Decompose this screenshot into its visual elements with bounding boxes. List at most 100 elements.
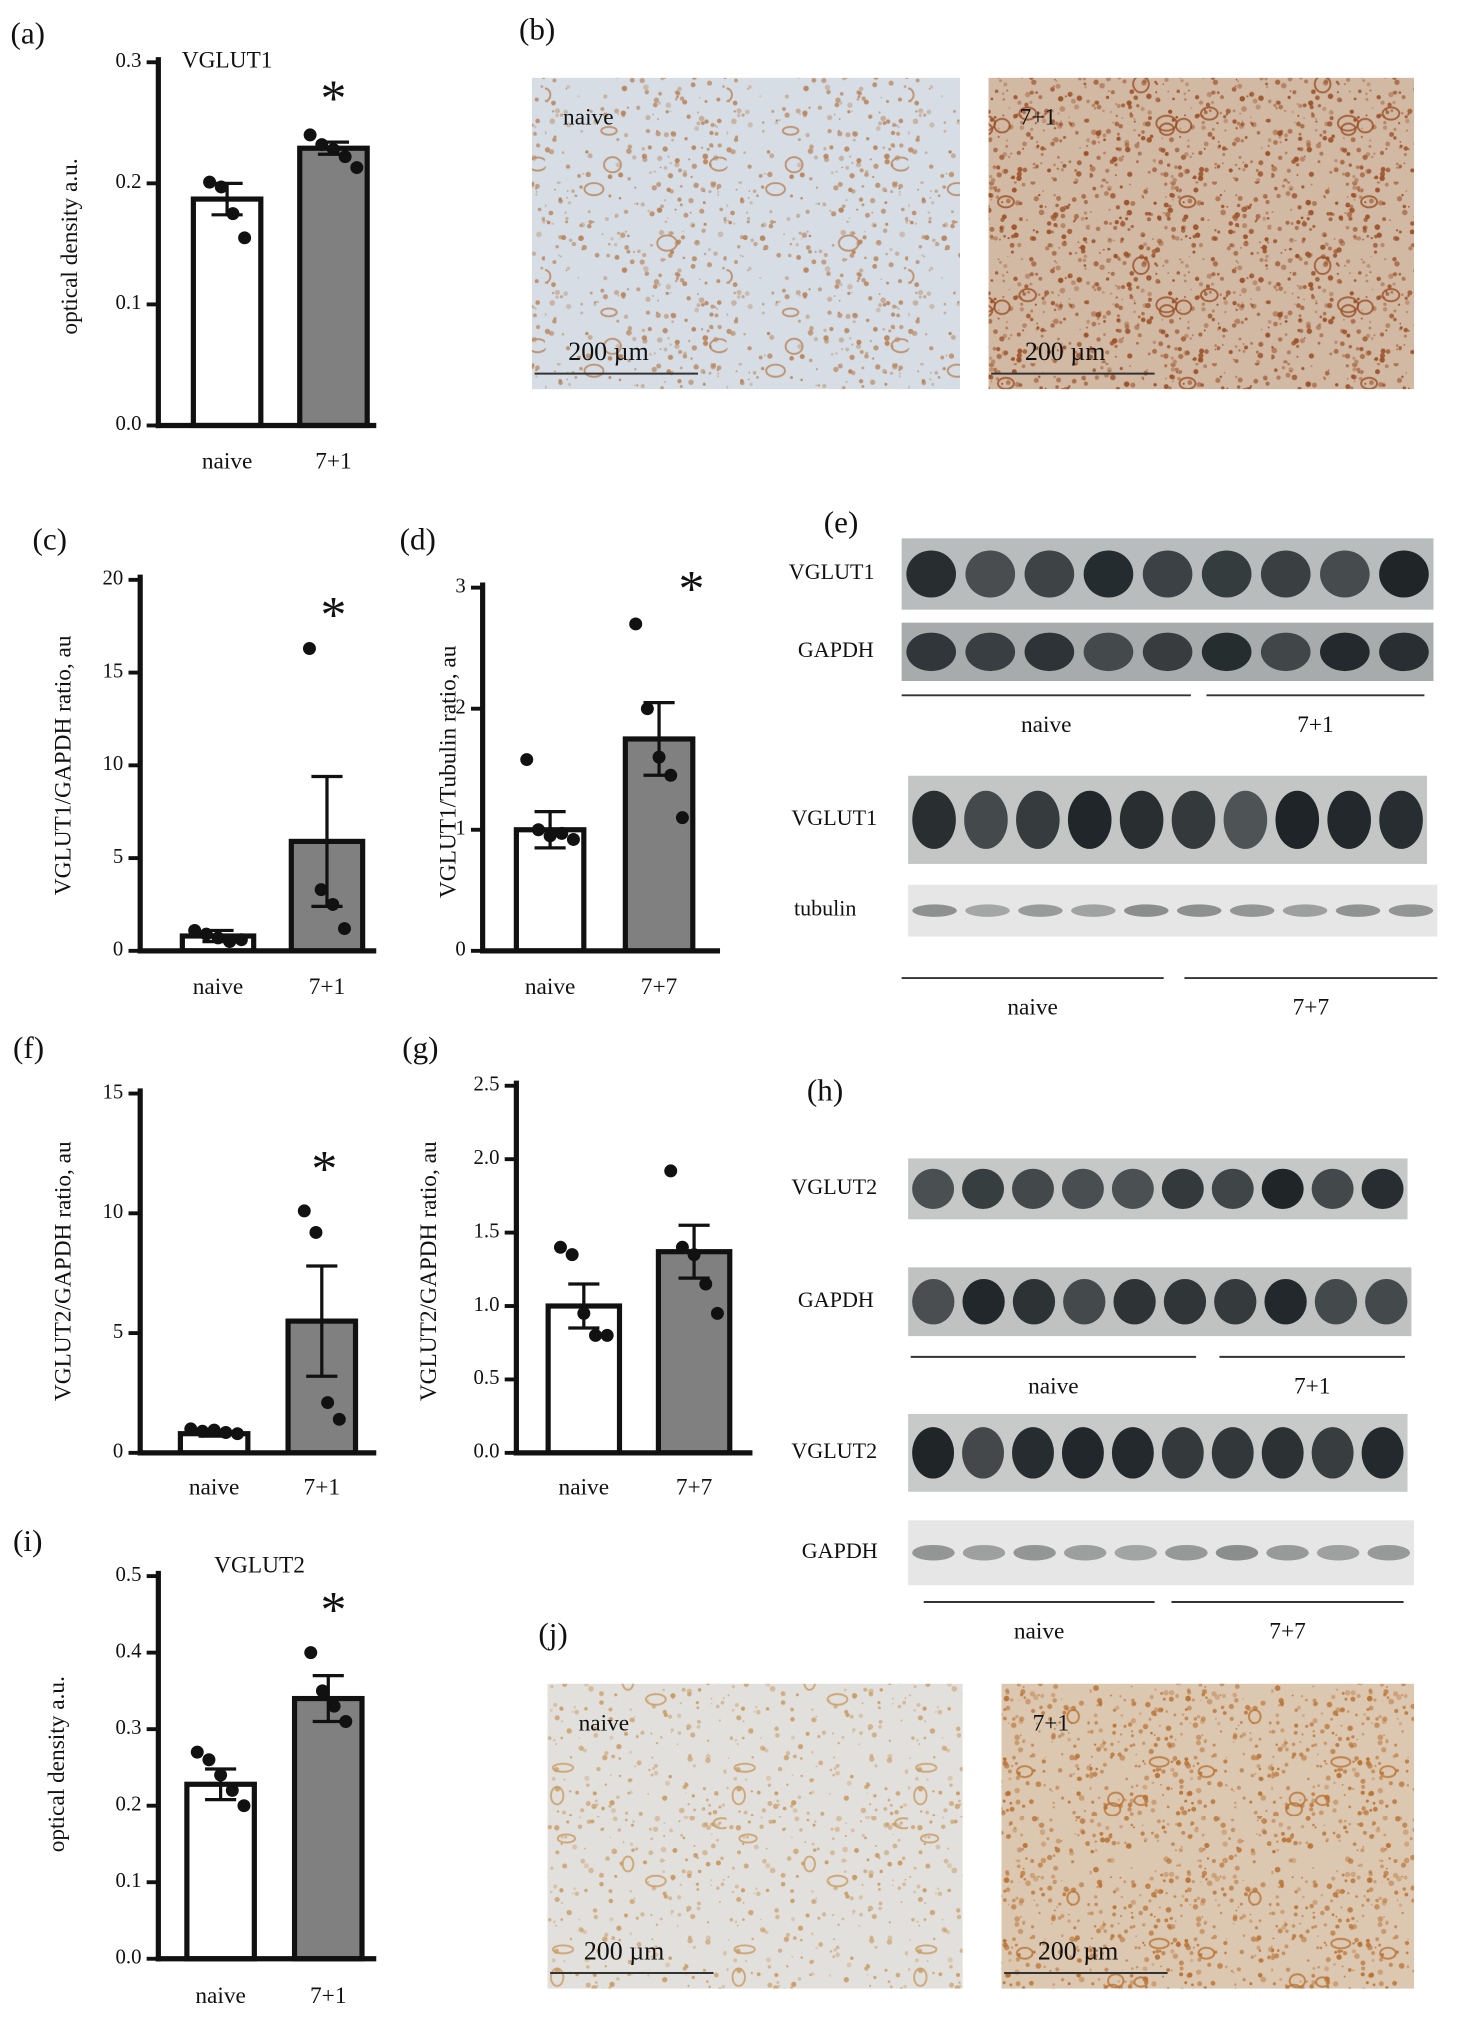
blot-band	[1061, 1168, 1104, 1209]
y-tick-label: 0.2	[116, 1793, 142, 1815]
blot-band	[1311, 1168, 1354, 1209]
data-point	[543, 829, 557, 843]
data-point	[226, 207, 240, 221]
y-tick-label: 0	[113, 939, 123, 961]
blot-row-label: VGLUT1	[791, 805, 877, 830]
data-point	[234, 933, 248, 947]
y-axis-label: VGLUT2/GAPDH ratio, au	[50, 1141, 76, 1401]
data-point	[577, 1306, 591, 1320]
blot-band	[1113, 1279, 1156, 1325]
data-point	[664, 768, 678, 782]
data-point	[303, 128, 317, 142]
blot-band	[1211, 1168, 1254, 1209]
data-point	[190, 1745, 204, 1759]
data-point	[339, 1715, 353, 1728]
x-tick-label: 7+1	[304, 1475, 340, 1501]
data-point	[315, 1684, 329, 1698]
y-tick-label: 1.0	[474, 1294, 500, 1316]
blot-band	[1165, 1544, 1208, 1561]
blot-row-label: GAPDH	[798, 637, 874, 662]
blot-band	[912, 1427, 955, 1479]
data-point	[350, 161, 364, 175]
image-label: 7+1	[1033, 1711, 1069, 1737]
significance-star: *	[320, 71, 346, 128]
scale-bar-label: 200 µm	[1025, 337, 1106, 366]
blot-row-label: tubulin	[794, 896, 856, 921]
blot-band	[1018, 904, 1063, 917]
data-point	[304, 1646, 318, 1660]
y-axis-label: VGLUT2/GAPDH ratio, au	[416, 1141, 442, 1401]
data-point	[214, 1768, 228, 1782]
blot-row-label: GAPDH	[798, 1287, 874, 1312]
blot-band	[1388, 904, 1434, 917]
blot-band	[1067, 790, 1112, 849]
data-point	[652, 750, 666, 764]
blot-band	[1012, 1427, 1054, 1479]
panel-label: (g)	[402, 1030, 438, 1065]
data-point	[297, 1204, 311, 1218]
x-tick-label: 7+7	[641, 974, 677, 1000]
y-tick-label: 0.0	[116, 1947, 142, 1969]
panel-label: (d)	[400, 521, 436, 556]
data-point	[629, 617, 643, 631]
y-axis-label: VGLUT1/GAPDH ratio, au	[50, 635, 76, 895]
blot-band	[1119, 790, 1164, 849]
bar	[655, 1249, 733, 1456]
blot-row-label: GAPDH	[802, 1538, 878, 1563]
data-point	[687, 1248, 701, 1262]
panel-label: (e)	[824, 505, 859, 540]
data-point	[566, 832, 580, 846]
data-point	[223, 935, 237, 949]
panel-label: (j)	[538, 1616, 567, 1651]
blot-group-label: 7+7	[1293, 995, 1329, 1021]
blot-band	[1161, 1427, 1204, 1479]
data-point	[199, 927, 213, 941]
data-point	[338, 922, 351, 936]
data-point	[214, 180, 228, 194]
blot-band	[962, 1544, 1006, 1561]
chart-title: VGLUT2	[214, 1552, 305, 1578]
x-tick-label: 7+1	[315, 448, 351, 474]
blot-band	[1365, 1279, 1408, 1325]
blot-band	[906, 550, 957, 598]
blot-band	[1211, 1427, 1254, 1479]
bar	[291, 1695, 365, 1962]
y-tick-label: 0.3	[116, 1717, 142, 1739]
image-label: 7+1	[1020, 105, 1056, 131]
y-tick-label: 0.5	[474, 1367, 500, 1389]
significance-star: *	[320, 587, 346, 644]
blot-band	[1063, 1544, 1107, 1561]
blot-band	[912, 1279, 955, 1325]
blot-band	[1176, 904, 1222, 917]
panel-label: (c)	[33, 521, 68, 556]
blot-band	[1071, 904, 1116, 917]
y-tick-label: 2.5	[474, 1074, 500, 1096]
data-point	[675, 1240, 689, 1254]
data-point	[188, 923, 202, 937]
blot-band	[1275, 790, 1320, 849]
bar	[513, 827, 587, 954]
blot-group-label: 7+1	[1294, 1373, 1330, 1399]
scale-bar-label: 200 µm	[568, 337, 649, 366]
data-point	[219, 1426, 233, 1439]
y-tick-label: 2.0	[474, 1147, 500, 1169]
blot-band	[1083, 632, 1134, 672]
blot-band	[1163, 1279, 1207, 1325]
data-point	[589, 1328, 602, 1342]
data-point	[520, 753, 534, 767]
blot-group-label: naive	[1028, 1373, 1079, 1399]
y-tick-label: 1	[455, 818, 465, 840]
blot-band	[1161, 1168, 1204, 1209]
data-point	[225, 1783, 239, 1797]
data-point	[531, 823, 545, 837]
blot-group-label: 7+7	[1269, 1619, 1305, 1645]
blot-band	[1142, 632, 1193, 672]
micrograph	[1001, 1683, 1415, 1989]
data-point	[314, 883, 328, 897]
x-tick-label: naive	[193, 974, 244, 1000]
scale-bar-label: 200 µm	[584, 1937, 665, 1966]
y-tick-label: 0.0	[474, 1441, 500, 1463]
blot-band	[1171, 790, 1216, 849]
